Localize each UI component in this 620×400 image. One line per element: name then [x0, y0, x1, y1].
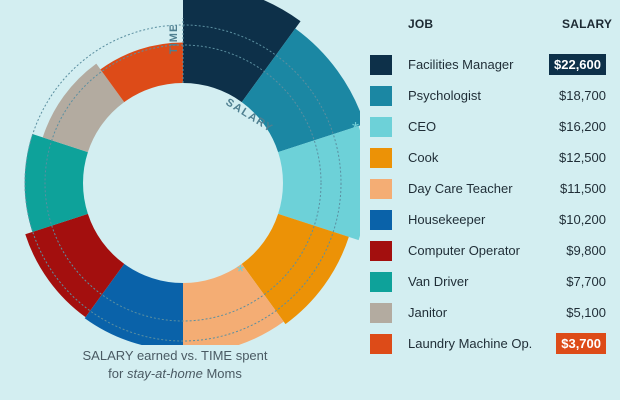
legend-salary-value: $12,500	[559, 150, 606, 165]
time-ring-label: TIME	[168, 24, 180, 54]
legend-swatch	[370, 179, 392, 199]
legend-row-computer-operator: Computer Operator $9,800	[370, 239, 610, 263]
legend-row-ceo: CEO $16,200	[370, 115, 610, 139]
legend-row-cook: Cook $12,500	[370, 146, 610, 170]
legend-job-label: Housekeeper	[408, 212, 486, 227]
time-rings	[24, 18, 342, 342]
legend-salary-value: $18,700	[559, 88, 606, 103]
caption-line-1: SALARY earned vs. TIME spent	[82, 348, 268, 363]
legend-salary-value: $16,200	[559, 119, 606, 134]
arc-day-care-teacher	[183, 263, 284, 345]
arc-laundry-machine-op	[100, 42, 183, 103]
arc-ceo	[278, 125, 360, 241]
legend-row-facilities-manager: Facilities Manager $22,600	[370, 53, 610, 77]
caption-line-2: for stay-at-home Moms	[108, 366, 242, 381]
legend-salary-value: $5,100	[566, 305, 606, 320]
legend-row-day-care-teacher: Day Care Teacher $11,500	[370, 177, 610, 201]
legend-salary-value: $22,600	[549, 54, 606, 75]
legend-job-label: Van Driver	[408, 274, 469, 289]
arc-cook	[241, 213, 349, 325]
ceo-marker-chart: *	[237, 262, 244, 282]
arc-janitor	[42, 63, 125, 153]
legend-swatch	[370, 210, 392, 230]
arc-van-driver	[24, 134, 88, 232]
legend-job-label: Janitor	[408, 305, 448, 320]
job-column-header: JOB	[408, 17, 434, 31]
ceo-marker-legend: *	[352, 119, 360, 139]
legend-row-housekeeper: Housekeeper $10,200	[370, 208, 610, 232]
legend-salary-value: $11,500	[559, 181, 606, 196]
legend-salary-value: $3,700	[556, 333, 606, 354]
arc-psychologist	[241, 28, 360, 153]
legend-job-label: Day Care Teacher	[408, 181, 513, 196]
legend-salary-value: $9,800	[566, 243, 606, 258]
arc-facilities-manager	[183, 0, 301, 103]
legend-swatch	[370, 303, 392, 323]
legend-job-label: Facilities Manager	[408, 57, 514, 72]
legend-swatch	[370, 334, 392, 354]
legend-swatch	[370, 86, 392, 106]
legend-swatch	[370, 117, 392, 137]
chart-arcs	[24, 0, 360, 345]
legend-swatch	[370, 272, 392, 292]
legend-row-psychologist: Psychologist $18,700	[370, 84, 610, 108]
legend-row-laundry-machine-op: Laundry Machine Op. $3,700	[370, 332, 610, 356]
time-ring-1	[44, 44, 322, 322]
legend-job-label: Cook	[408, 150, 439, 165]
legend-swatch	[370, 241, 392, 261]
legend-row-van-driver: Van Driver $7,700	[370, 270, 610, 294]
legend-row-janitor: Janitor $5,100	[370, 301, 610, 325]
legend-job-label: CEO	[408, 119, 437, 134]
legend-swatch	[370, 55, 392, 75]
legend-swatch	[370, 148, 392, 168]
chart-caption: SALARY earned vs. TIME spent for stay-at…	[0, 347, 350, 383]
legend-job-label: Psychologist	[408, 88, 481, 103]
radial-salary-chart: TIME SALARY *	[24, 0, 360, 345]
legend-job-label: Laundry Machine Op.	[408, 336, 533, 351]
arc-computer-operator	[25, 213, 125, 318]
salary-column-header: SALARY	[562, 17, 613, 31]
arc-housekeeper	[84, 263, 183, 345]
legend-salary-value: $10,200	[559, 212, 606, 227]
legend-job-label: Computer Operator	[408, 243, 520, 258]
legend-salary-value: $7,700	[566, 274, 606, 289]
